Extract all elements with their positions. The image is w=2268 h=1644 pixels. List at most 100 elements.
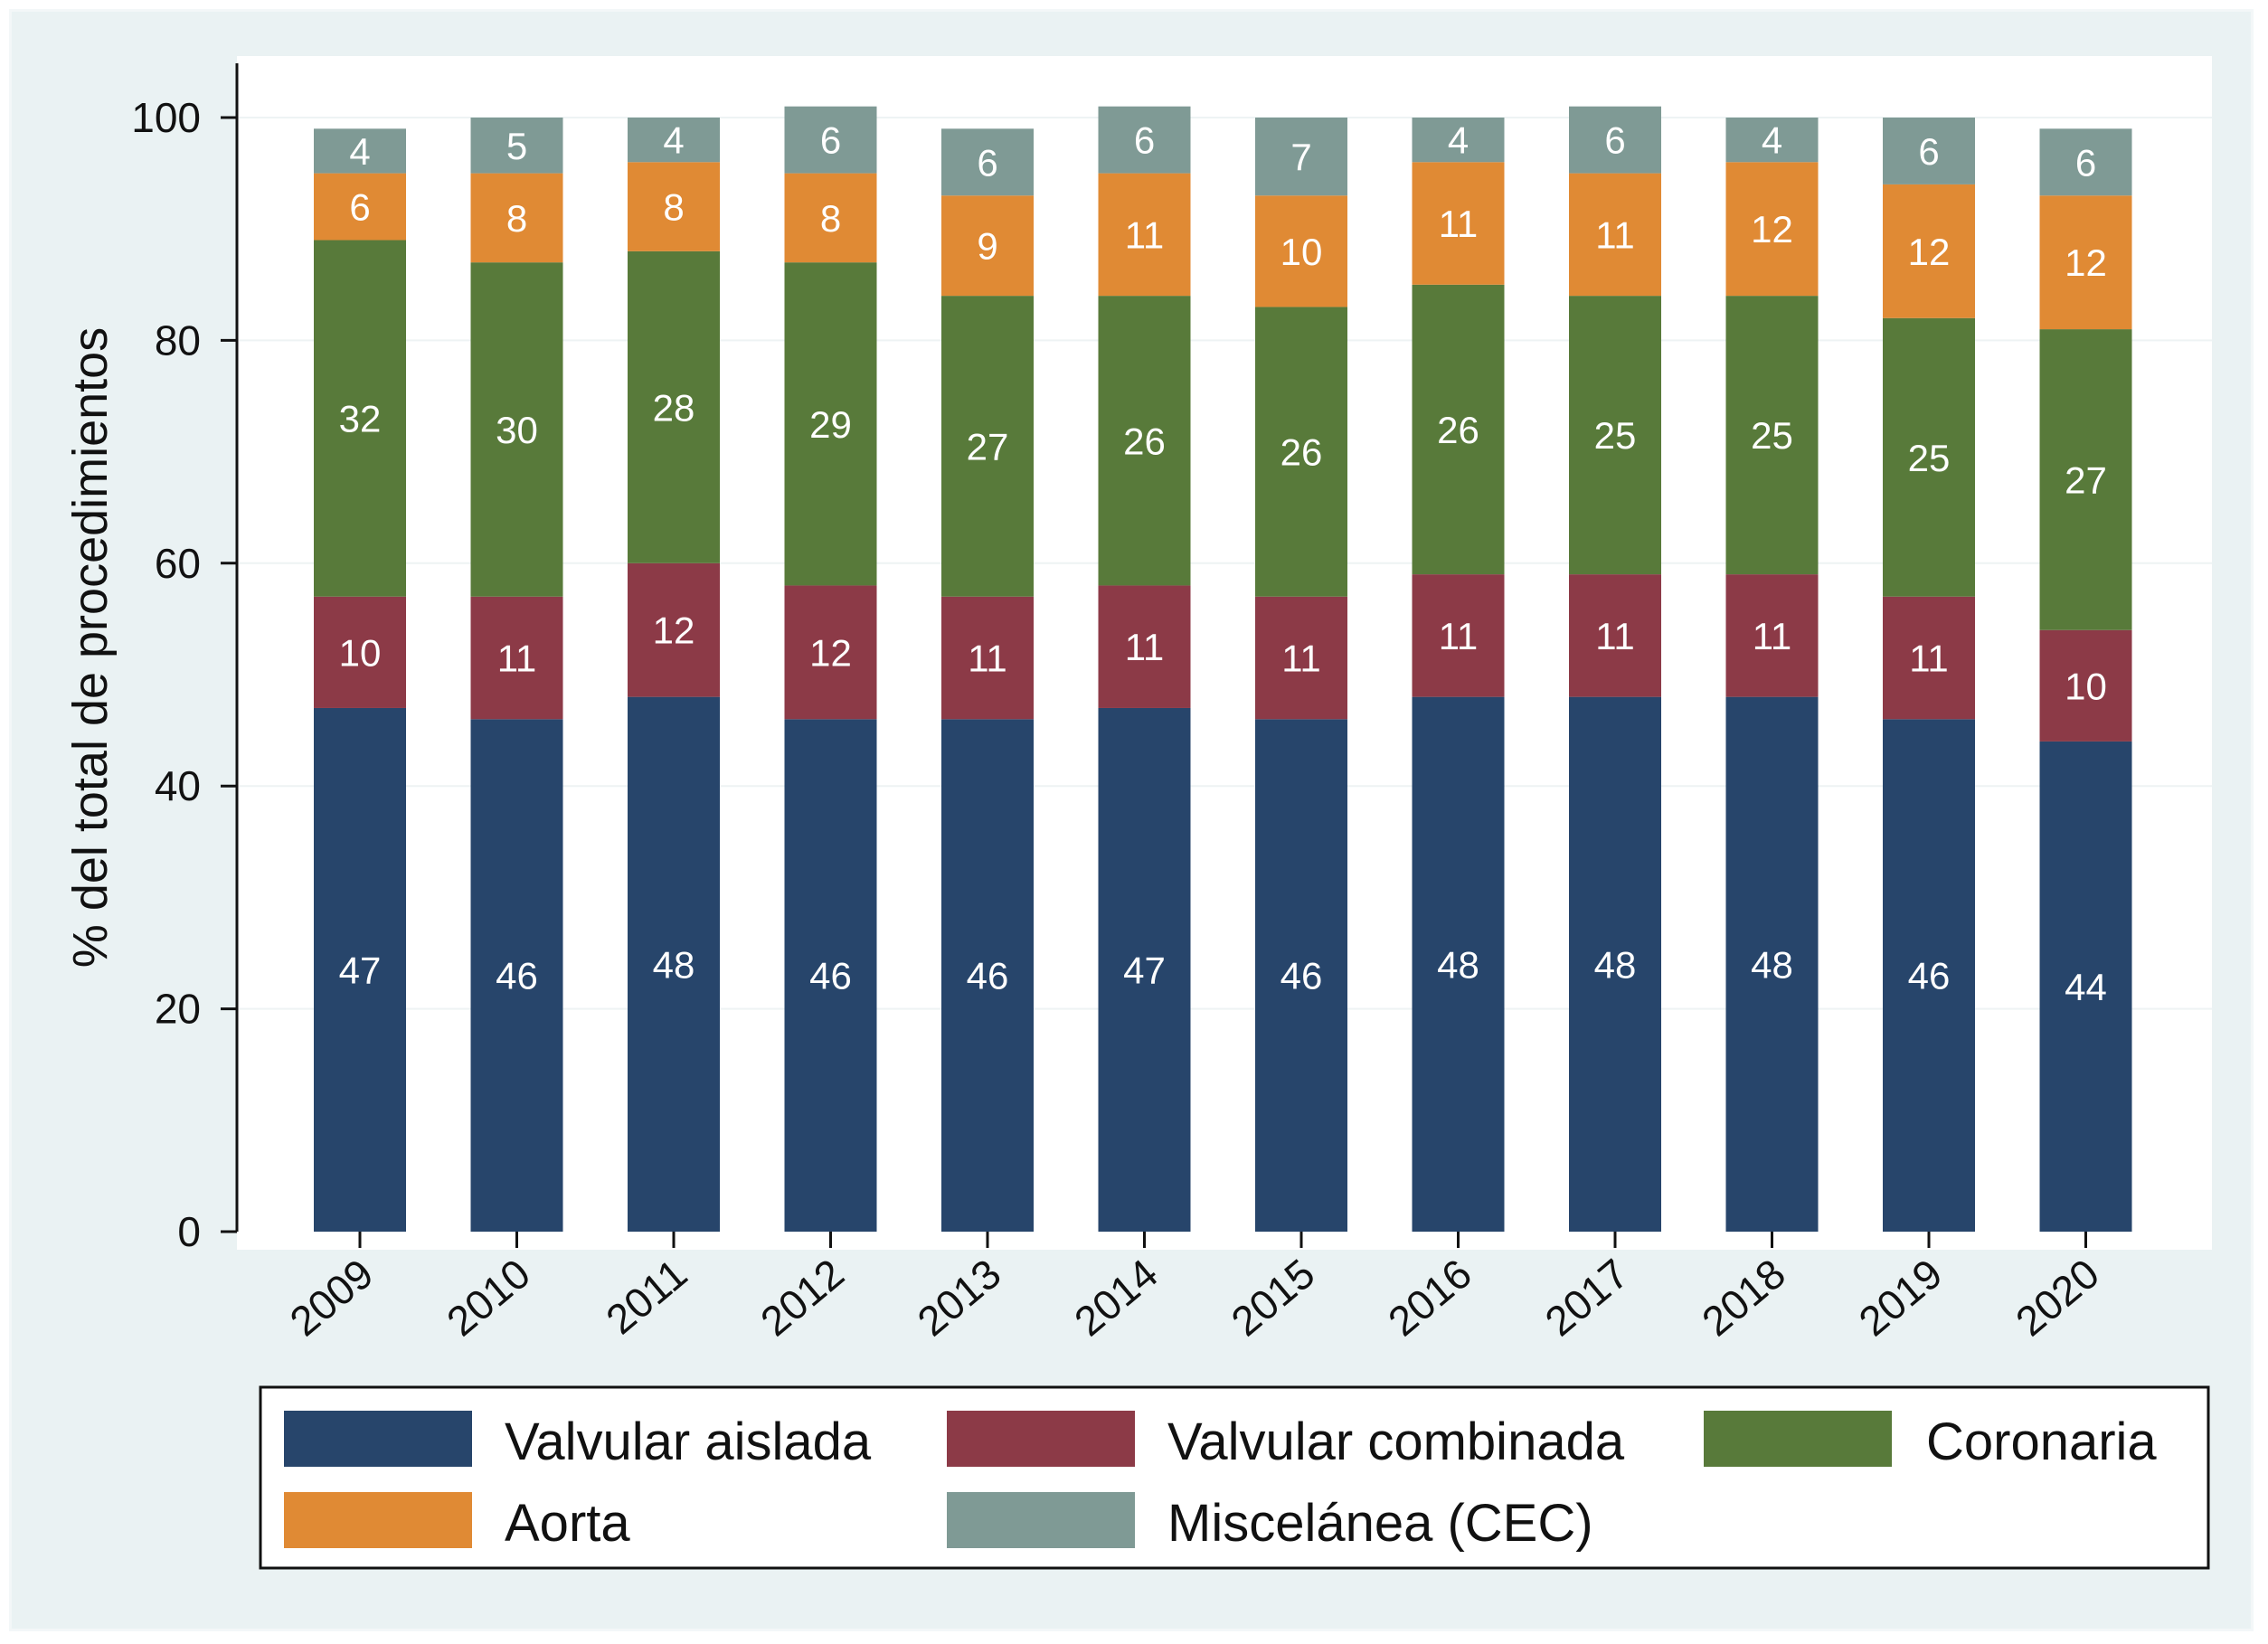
bar-segment (784, 262, 877, 586)
legend-label: Valvular aislada (505, 1413, 872, 1471)
bar-value-label: 4 (1762, 119, 1782, 162)
bar-value-label: 11 (1281, 638, 1321, 680)
legend: Valvular aislada Valvular combinada Corona… (259, 1385, 2210, 1570)
bar-value-label: 46 (967, 955, 1009, 997)
bar-segment (1255, 118, 1347, 196)
bar-value-label: 48 (1437, 943, 1479, 986)
bar-value-label: 8 (663, 186, 684, 229)
bar-segment (628, 162, 720, 251)
bar-segment (941, 128, 1034, 196)
bar-segment (1412, 118, 1505, 163)
bar-segment (784, 106, 877, 174)
x-tick-label: 2020 (2007, 1250, 2108, 1346)
bar-value-label: 26 (1280, 431, 1323, 474)
bar-value-label: 26 (1123, 420, 1166, 462)
bar-segment (1098, 296, 1191, 586)
bar-value-label: 12 (1751, 208, 1793, 250)
bar-segment (628, 250, 720, 563)
legend-swatch (284, 1411, 472, 1467)
bar-segment (314, 240, 406, 597)
y-axis-title: % del total de procedimientos (63, 327, 118, 968)
legend-label: Miscelánea (CEC) (1167, 1494, 1593, 1553)
bar-value-label: 4 (1448, 119, 1469, 162)
bar-segment (1255, 307, 1347, 597)
bar-segment (314, 707, 406, 1232)
bar-value-label: 6 (1604, 119, 1625, 162)
bar-segment (1412, 574, 1505, 697)
bar-value-label: 6 (1918, 130, 1939, 173)
bar-segment (470, 596, 563, 720)
y-tick-label: 40 (155, 762, 201, 809)
bar-segment (628, 118, 720, 163)
bar-value-label: 48 (1751, 943, 1793, 986)
bar-value-label: 12 (653, 609, 695, 652)
bar-value-label: 46 (496, 955, 538, 997)
bar-segment (941, 719, 1034, 1232)
bar-value-label: 47 (1123, 949, 1166, 991)
bar-value-label: 6 (2075, 141, 2096, 184)
bar-segment (2039, 629, 2132, 742)
x-tick-label: 2012 (751, 1250, 853, 1346)
bar-segment (1412, 696, 1505, 1232)
bar-segment (1725, 162, 1819, 297)
y-tick-label: 60 (155, 540, 201, 587)
x-tick-label: 2016 (1379, 1250, 1480, 1346)
bar-value-label: 29 (809, 403, 852, 446)
bar-segment (1569, 173, 1661, 297)
bar-value-label: 48 (1594, 943, 1637, 986)
bar-value-label: 12 (2065, 241, 2107, 284)
bar-segment (1412, 162, 1505, 285)
bar-segment (784, 585, 877, 720)
bars (314, 106, 2132, 1232)
bar-segment (1725, 574, 1819, 697)
bar-value-label: 30 (496, 409, 538, 451)
bar-segment (1725, 696, 1819, 1232)
x-tick-label: 2018 (1693, 1250, 1794, 1346)
bar-value-label: 28 (653, 386, 695, 429)
x-tick-label: 2011 (597, 1250, 695, 1343)
bar-segment (2039, 329, 2132, 630)
bar-value-label: 11 (1125, 626, 1165, 668)
bar-value-label: 11 (1125, 213, 1165, 256)
bar-value-label: 27 (967, 425, 1009, 468)
x-tick-label: 2015 (1223, 1250, 1324, 1346)
bar-segment (1569, 696, 1661, 1232)
legend-label: Valvular combinada (1167, 1413, 1625, 1471)
bar-segment (1255, 195, 1347, 307)
bar-value-label: 11 (968, 638, 1007, 680)
x-tick-label: 2017 (1536, 1250, 1638, 1346)
bar-value-label: 46 (1908, 955, 1951, 997)
bar-segment (314, 173, 406, 241)
bar-segment (1098, 707, 1191, 1232)
bar-value-label: 44 (2065, 966, 2107, 1008)
bar-segment (1255, 596, 1347, 720)
bar-value-label: 46 (1280, 955, 1323, 997)
bar-value-label: 10 (1280, 231, 1323, 273)
bar-value-label: 11 (1753, 615, 1792, 657)
bar-segment (1098, 173, 1191, 297)
legend-swatch (947, 1411, 1135, 1467)
legend-swatch (1704, 1411, 1892, 1467)
bar-value-label: 25 (1594, 414, 1637, 457)
bar-value-label: 5 (506, 125, 527, 167)
bar-value-label: 12 (1908, 231, 1951, 273)
legend-label: Coronaria (1926, 1413, 2157, 1471)
bar-value-label: 7 (1290, 136, 1311, 178)
bar-value-label: 6 (349, 186, 370, 229)
legend-label: Aorta (505, 1494, 630, 1553)
bar-value-label: 10 (339, 631, 382, 674)
bar-segment (1098, 585, 1191, 708)
bar-value-label: 11 (497, 638, 537, 680)
bar-value-label: 25 (1751, 414, 1793, 457)
bar-value-label: 27 (2065, 458, 2107, 501)
bar-segment (2039, 741, 2132, 1232)
x-tick-label: 2014 (1065, 1250, 1167, 1346)
bar-value-label: 4 (349, 130, 370, 173)
bar-segment (941, 596, 1034, 720)
bar-value-label: 10 (2065, 665, 2107, 707)
bar-segment (1569, 296, 1661, 575)
bar-value-label: 32 (339, 398, 382, 440)
bar-segment (1412, 284, 1505, 575)
bar-segment (628, 562, 720, 697)
